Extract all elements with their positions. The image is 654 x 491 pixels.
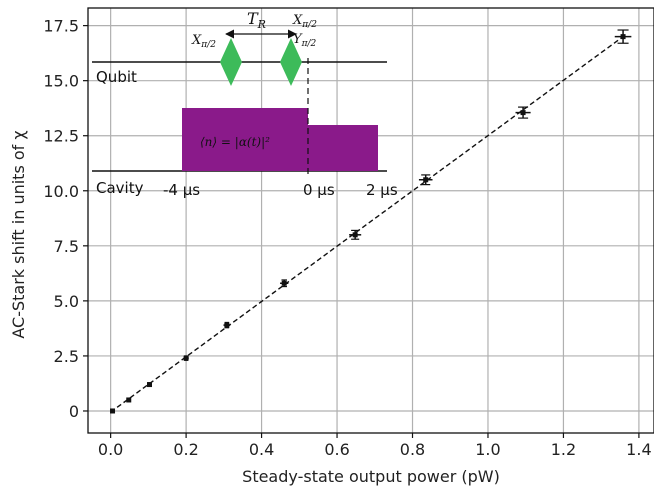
x-tick-label: 0.0 [98,440,123,459]
x-tick-label: 0.2 [173,440,198,459]
pulse-label-y-pi-half: Yπ/2 [293,32,317,49]
point-marker [520,110,526,116]
y-tick-label: 5.0 [54,292,79,311]
qubit-label: Qubit [96,68,137,86]
data-point [147,382,153,388]
data-point [110,408,116,414]
time-label-minus-4us: -4 μs [163,181,200,199]
pi-half-pulse-1 [220,38,242,86]
pi-half-pulse-2 [280,38,302,86]
cavity-label: Cavity [96,179,144,197]
data-point [515,106,531,119]
cavity-drive-tail [308,125,378,171]
photon-number-label: ⟨n⟩ = |α(t)|² [200,135,270,149]
ramsey-time-label: TR [247,9,266,31]
data-points [110,29,632,414]
linear-fit-line [110,36,624,413]
point-marker [110,408,116,414]
y-tick-label: 10.0 [43,182,79,201]
data-point [349,229,362,240]
y-tick-label: 17.5 [43,17,79,36]
data-point [126,397,132,403]
inset-diagram: Qubit Cavity -4 μs 0 μs 2 μs Xπ/2 Xπ/2 Y… [92,9,398,199]
point-marker [126,397,132,403]
time-label-0us: 0 μs [303,181,335,199]
x-axis-label: Steady-state output power (pW) [242,467,500,486]
cavity-drive-pulse [182,108,308,171]
pulse-label-x-pi-half-right: Xπ/2 [292,13,317,30]
x-tick-label: 0.4 [249,440,274,459]
x-tick-label: 0.8 [400,440,425,459]
data-point [418,174,433,186]
x-tick-label: 1.2 [551,440,576,459]
x-tick-label: 1.4 [626,440,651,459]
point-marker [620,34,626,40]
data-point [183,355,189,361]
x-tick-label: 0.6 [324,440,349,459]
plot-frame [87,7,654,434]
y-tick-label: 2.5 [54,347,79,366]
point-marker [183,355,189,361]
y-tick-label: 12.5 [43,127,79,146]
y-tick-label: 15.0 [43,72,79,91]
data-point [614,29,632,44]
y-axis-label: AC-Stark shift in units of χ [9,130,28,338]
time-label-2us: 2 μs [366,181,398,199]
ticks: 0.0 0.2 0.4 0.6 0.8 1.0 1.2 1.4 0 2.5 5.0 7.5 10.0 12… [43,17,651,459]
x-tick-label: 1.0 [475,440,500,459]
data-point [223,321,231,329]
point-marker [224,322,230,328]
y-tick-label: 7.5 [54,237,79,256]
fit-line-group [110,36,624,413]
point-marker [423,177,429,183]
point-marker [147,382,153,388]
pulse-label-x-pi-half: Xπ/2 [191,33,216,50]
y-tick-label: 0 [69,402,79,421]
data-point [280,279,289,288]
point-marker [352,232,358,238]
point-marker [281,280,287,286]
